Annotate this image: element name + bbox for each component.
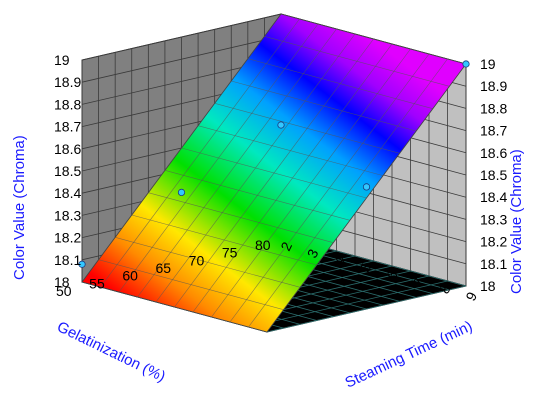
surface-grid-line: [155, 33, 356, 303]
z-tick-label-left: 18.4: [54, 185, 81, 201]
surface-grid-line: [266, 63, 467, 333]
z-axis-title-right: Color Value (Chroma): [508, 149, 525, 294]
z-tick-label-left: 19: [54, 52, 70, 68]
z-tick-label-right: 18.2: [480, 234, 507, 250]
floor-grid-line: [248, 280, 448, 328]
y-tick-label: 9: [462, 289, 480, 303]
response-surface: [81, 13, 467, 333]
surface-grid-line: [81, 13, 282, 283]
z-tick-label-left: 18.6: [54, 141, 81, 157]
x-tick-label: 70: [189, 252, 205, 268]
z-tick-label-left: 18: [54, 274, 70, 290]
floor-grid-line: [266, 285, 467, 333]
surface-grid-line: [118, 23, 319, 293]
z-tick-label-left: 18.7: [54, 119, 81, 135]
data-point: [362, 183, 371, 191]
x-tick-label: 65: [156, 260, 172, 276]
data-point: [78, 260, 86, 268]
z-tick-label-right: 18.9: [480, 78, 507, 94]
surface-grid-line: [174, 38, 374, 308]
z-tick-label-right: 18.6: [480, 145, 507, 161]
z-tick-label-right: 19: [480, 56, 496, 72]
z-tick-label-right: 18.3: [480, 211, 507, 227]
z-tick-label-left: 18.2: [54, 230, 81, 246]
z-axis-title-left: Color Value (Chroma): [11, 135, 28, 280]
surface-grid-line: [100, 18, 300, 288]
z-tick-label-right: 18: [480, 278, 496, 294]
y-axis-title: Steaming Time (min): [343, 318, 476, 392]
z-tick-label-right: 18.4: [480, 189, 507, 205]
x-tick-label: 60: [122, 268, 138, 284]
data-point: [277, 121, 285, 129]
x-tick-label: 80: [255, 237, 271, 253]
surface-grid-line: [229, 53, 430, 323]
surface-grid-line: [192, 43, 393, 313]
z-tick-label-left: 18.5: [54, 163, 81, 179]
x-axis-title: Gelatinization (%): [54, 318, 168, 385]
z-tick-label-right: 18.7: [480, 123, 507, 139]
x-tick-label: 55: [89, 275, 105, 291]
z-tick-label-left: 18.9: [54, 74, 81, 90]
z-tick-label-left: 18.3: [54, 207, 81, 223]
surface-grid-line: [248, 58, 448, 328]
data-points: [78, 60, 470, 268]
data-point: [462, 60, 470, 68]
z-tick-label-left: 18.8: [54, 96, 81, 112]
x-tick-label: 75: [222, 245, 238, 261]
z-tick-label-right: 18.8: [480, 100, 507, 116]
surface-grid-line: [137, 28, 337, 298]
z-tick-label-left: 18.1: [54, 252, 81, 268]
data-point: [177, 188, 186, 196]
x-tick-label: 50: [56, 283, 72, 299]
z-tick-label-right: 18.5: [480, 167, 507, 183]
surface-grid-line: [211, 48, 411, 318]
z-tick-label-right: 18.1: [480, 256, 507, 272]
